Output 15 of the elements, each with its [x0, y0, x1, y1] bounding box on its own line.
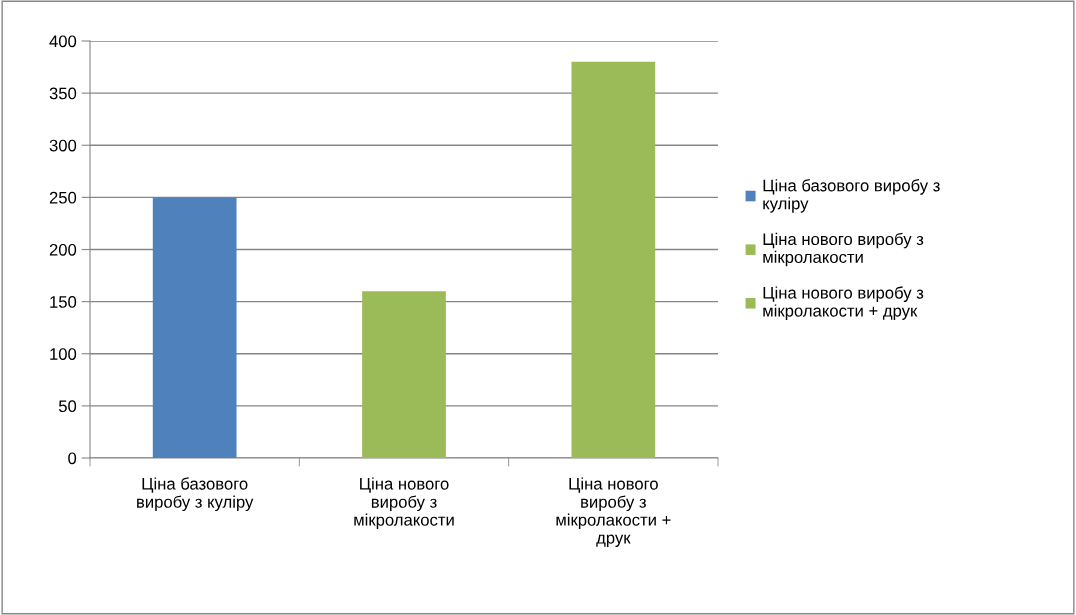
y-tick-label: 250	[49, 191, 77, 204]
y-tick-label: 0	[68, 452, 77, 465]
legend-label: Ціна базового виробу з куліру	[763, 179, 940, 213]
y-tick-label: 400	[49, 35, 77, 48]
x-tick-label: Ціна нового виробу з мікролакости + друк	[556, 477, 671, 548]
y-tick-label: 300	[49, 139, 77, 152]
y-tick-label: 150	[50, 296, 77, 308]
y-tick-label: 50	[58, 400, 77, 413]
legend-label: Ціна нового виробу з мікролакости + друк	[763, 286, 924, 320]
x-tick-label: Ціна нового виробу з мікролакости	[354, 477, 454, 530]
x-tick-label: Ціна базового виробу з куліру	[137, 477, 254, 512]
legend-label: Ціна нового виробу з мікролакости	[763, 232, 924, 267]
y-tick-label: 100	[50, 348, 77, 360]
y-tick-label: 200	[49, 243, 77, 256]
y-tick-label: 350	[49, 87, 77, 100]
